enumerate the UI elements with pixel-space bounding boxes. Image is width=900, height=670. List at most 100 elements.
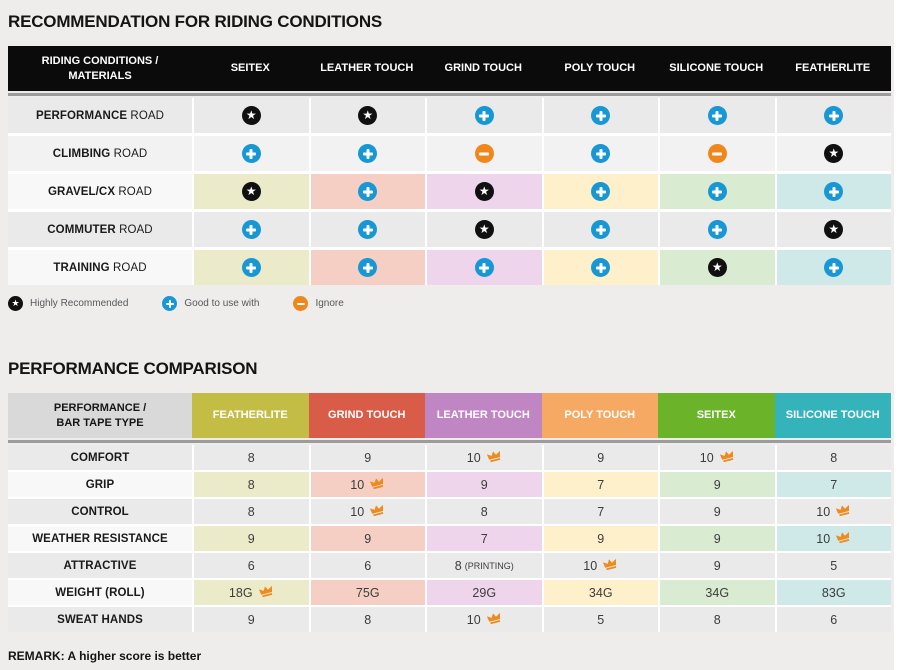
star-icon: ★ xyxy=(824,144,844,163)
recommendation-cell-star: ★ xyxy=(425,212,542,247)
recommendation-cell-star: ★ xyxy=(192,174,309,209)
row-label-cell: GRAVEL/CX ROAD xyxy=(8,174,192,209)
performance-row-grip: GRIP 8 10 9 7 9 7 xyxy=(8,472,891,497)
icon-bar xyxy=(832,186,836,197)
crown-icon xyxy=(836,531,851,549)
score-value: 7 xyxy=(830,477,838,492)
score-cell: 7 xyxy=(425,526,542,551)
recommendation-cell-plus xyxy=(774,250,891,285)
star-icon: ★ xyxy=(474,220,494,239)
recommendation-cell-plus xyxy=(425,250,542,285)
riding-row-performance: PERFORMANCE ROAD ★ ★ xyxy=(8,98,891,133)
icon-bar xyxy=(249,148,253,159)
plus-icon xyxy=(707,182,727,201)
icon-bar xyxy=(249,262,253,273)
column-header-grind-touch: GRIND TOUCH xyxy=(444,62,522,75)
plus-icon xyxy=(474,106,494,125)
row-label-cell: SWEAT HANDS xyxy=(8,607,192,632)
score-value: 34G xyxy=(705,585,730,600)
recommendation-cell-star: ★ xyxy=(192,98,309,133)
score-cell: 10 xyxy=(308,472,425,497)
icon-bar xyxy=(366,148,370,159)
score-value: 10 xyxy=(466,450,481,465)
recommendation-cell-plus xyxy=(541,174,658,209)
icon-bar xyxy=(599,148,603,159)
score-cell: 8 xyxy=(774,445,891,470)
performance-row-weight-roll: WEIGHT (ROLL) 18G 75G 29G 34G 34G 83G xyxy=(8,580,891,605)
recommendation-cell-star: ★ xyxy=(425,174,542,209)
icon-bar xyxy=(482,262,486,273)
crown-icon xyxy=(370,504,385,522)
score-cell: 9 xyxy=(192,526,309,551)
score-cell: 10 xyxy=(425,607,542,632)
column-header-poly-touch: POLY TOUCH xyxy=(564,62,636,75)
score-cell: 9 xyxy=(425,472,542,497)
score-value: 9 xyxy=(247,612,255,627)
crown-icon xyxy=(258,585,274,603)
star-icon: ★ xyxy=(707,258,727,277)
crown-icon xyxy=(603,558,618,576)
score-value: 7 xyxy=(597,504,605,519)
row-label-cell: TRAINING ROAD xyxy=(8,250,192,285)
score-cell: 34G xyxy=(658,580,775,605)
icon-bar xyxy=(715,224,719,235)
plus-icon xyxy=(591,220,611,239)
plus-icon xyxy=(824,106,844,125)
score-cell: 9 xyxy=(192,607,309,632)
row-label: TRAINING ROAD xyxy=(53,261,147,274)
recommendation-cell-plus xyxy=(308,250,425,285)
recommendation-cell-plus xyxy=(658,174,775,209)
performance-row-attractive: ATTRACTIVE 6 6 8 (PRINTING) 10 9 5 xyxy=(8,553,891,578)
icon-bar xyxy=(715,110,719,121)
star-icon: ★ xyxy=(241,106,261,125)
score-value: 10 xyxy=(816,504,831,519)
row-label-cell: CLIMBING ROAD xyxy=(8,136,192,171)
performance-row-control: CONTROL 8 10 8 7 9 10 xyxy=(8,499,891,524)
row-label-cell: WEIGHT (ROLL) xyxy=(8,580,192,605)
plus-icon xyxy=(241,144,261,163)
column-header-poly-touch: POLY TOUCH xyxy=(541,393,658,438)
score-cell: 10 xyxy=(425,445,542,470)
recommendation-cell-plus xyxy=(308,212,425,247)
performance-table-title: PERFORMANCE COMPARISON xyxy=(8,359,258,378)
score-value: 9 xyxy=(597,531,605,546)
minus-icon xyxy=(474,144,494,163)
score-cell: 10 xyxy=(658,445,775,470)
score-value: 9 xyxy=(364,450,372,465)
recommendation-cell-plus xyxy=(774,174,891,209)
recommendation-cell-plus xyxy=(541,136,658,171)
score-value: 10 xyxy=(466,612,481,627)
row-label: WEIGHT (ROLL) xyxy=(55,586,145,599)
score-cell: 9 xyxy=(541,526,658,551)
performance-table-body: COMFORT 8 9 10 9 10 8 GRIP 8 10 9 7 9 7 CONTROL 8 10 8 7 9 1… xyxy=(8,445,891,632)
row-label: GRIP xyxy=(85,478,115,491)
legend-label: Good to use with xyxy=(184,298,260,309)
row-label-cell: COMFORT xyxy=(8,445,192,470)
riding-row-climbing: CLIMBING ROAD ★ xyxy=(8,136,891,171)
score-cell: 75G xyxy=(308,580,425,605)
column-header-featherlite: FEATHERLITE xyxy=(192,393,309,438)
performance-table-header-divider xyxy=(8,440,891,443)
score-value: 34G xyxy=(588,585,613,600)
legend-item-ignore: Ignore xyxy=(293,296,344,311)
score-cell: 9 xyxy=(308,526,425,551)
score-value: 9 xyxy=(713,477,721,492)
star-icon: ★ xyxy=(8,296,23,311)
score-value: 9 xyxy=(480,477,488,492)
score-cell: 9 xyxy=(658,499,775,524)
column-header-leather-touch: LEATHER TOUCH xyxy=(320,62,414,75)
row-label: SWEAT HANDS xyxy=(57,613,143,626)
score-value: 75G xyxy=(355,585,380,600)
icon-bar xyxy=(599,262,603,273)
score-cell: 10 xyxy=(308,499,425,524)
performance-row-sweat-hands: SWEAT HANDS 9 8 10 5 8 6 xyxy=(8,607,891,632)
plus-icon xyxy=(591,106,611,125)
content: RECOMMENDATION FOR RIDING CONDITIONS RID… xyxy=(8,12,891,663)
recommendation-cell-plus xyxy=(192,136,309,171)
riding-row-gravel-cx: GRAVEL/CX ROAD ★ ★ xyxy=(8,174,891,209)
crown-icon xyxy=(719,450,735,468)
score-cell: 9 xyxy=(308,445,425,470)
score-cell: 5 xyxy=(541,607,658,632)
row-label: CONTROL xyxy=(71,505,129,518)
plus-icon xyxy=(358,258,378,277)
